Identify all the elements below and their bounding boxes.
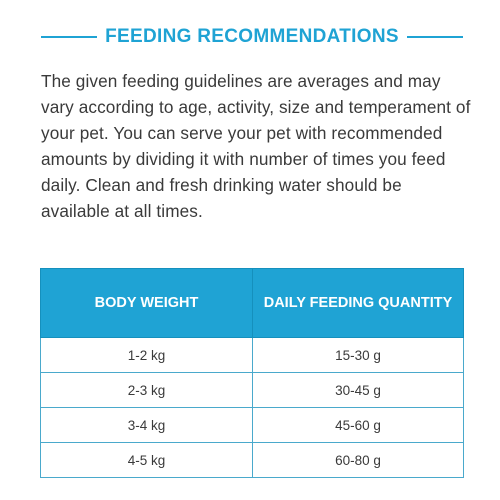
feeding-quantity-cell: 45-60 g bbox=[252, 407, 464, 443]
section-heading: FEEDING RECOMMENDATIONS bbox=[0, 22, 500, 52]
feeding-table: BODY WEIGHT DAILY FEEDING QUANTITY 1-2 k… bbox=[40, 268, 464, 478]
column-header-body-weight: BODY WEIGHT bbox=[40, 268, 253, 338]
body-weight-cell: 1-2 kg bbox=[40, 337, 253, 373]
table-row: 4-5 kg 60-80 g bbox=[40, 442, 464, 478]
heading-title: FEEDING RECOMMENDATIONS bbox=[105, 26, 399, 47]
heading-divider-left bbox=[41, 36, 97, 38]
body-weight-cell: 2-3 kg bbox=[40, 372, 253, 408]
table-row: 1-2 kg 15-30 g bbox=[40, 337, 464, 373]
body-weight-cell: 3-4 kg bbox=[40, 407, 253, 443]
table-header-row: BODY WEIGHT DAILY FEEDING QUANTITY bbox=[40, 268, 464, 338]
body-weight-cell: 4-5 kg bbox=[40, 442, 253, 478]
feeding-quantity-cell: 60-80 g bbox=[252, 442, 464, 478]
intro-paragraph: The given feeding guidelines are average… bbox=[41, 71, 471, 221]
table-row: 2-3 kg 30-45 g bbox=[40, 372, 464, 408]
column-header-daily-feeding-quantity: DAILY FEEDING QUANTITY bbox=[252, 268, 464, 338]
feeding-quantity-cell: 15-30 g bbox=[252, 337, 464, 373]
table-row: 3-4 kg 45-60 g bbox=[40, 407, 464, 443]
heading-divider-right bbox=[407, 36, 463, 38]
feeding-quantity-cell: 30-45 g bbox=[252, 372, 464, 408]
